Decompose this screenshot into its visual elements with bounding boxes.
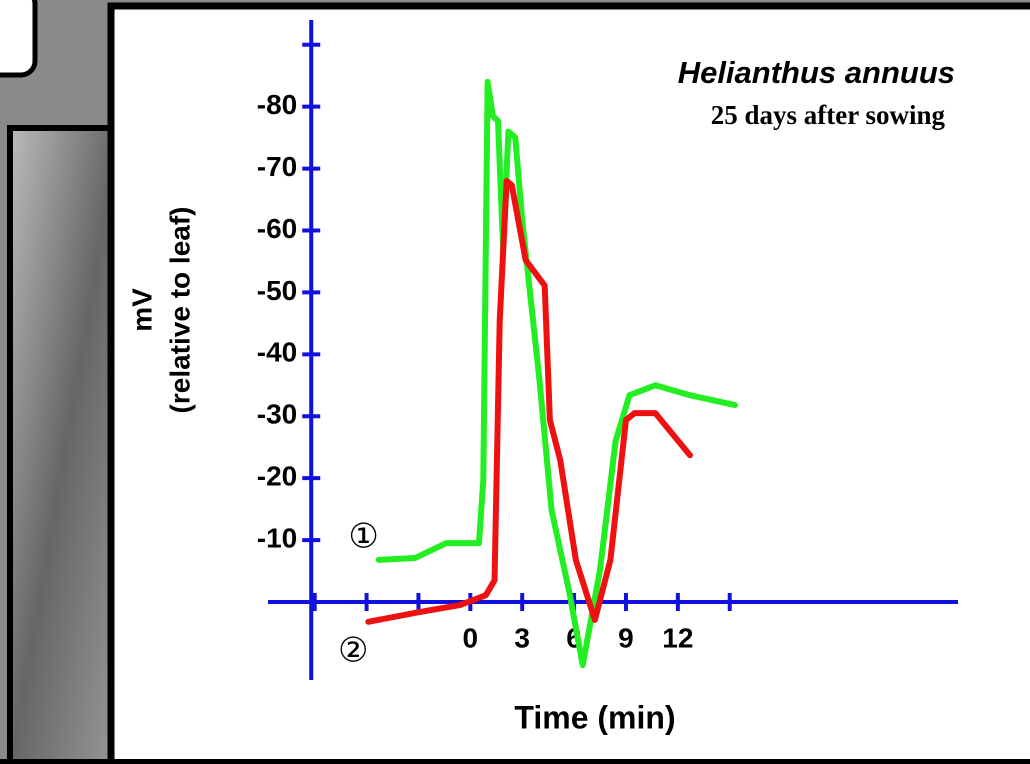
y-label-line: (relative to leaf) [164, 207, 195, 414]
chart-title: Helianthus annuus [678, 55, 955, 90]
series-line [365, 177, 693, 625]
y-tick-label: -30 [257, 399, 297, 430]
series-line [375, 78, 738, 669]
chart-subtitle: 25 days after sowing [711, 100, 946, 130]
x-label: Time (min) [514, 699, 675, 735]
button[interactable] [0, 0, 38, 78]
series-label: ① [348, 516, 378, 556]
y-label-line: mV [126, 288, 157, 332]
x-tick-label: 3 [514, 622, 530, 653]
y-tick-label: -70 [257, 151, 297, 182]
y-tick-label: -60 [257, 213, 297, 244]
y-tick-label: -20 [257, 461, 297, 492]
y-label: mV (relative to leaf) [126, 207, 195, 414]
y-tick-label: -50 [257, 275, 297, 306]
x-tick-label: 9 [618, 622, 634, 653]
y-tick-label: -40 [257, 337, 297, 368]
photo [7, 125, 123, 764]
chart-panel [107, 2, 1030, 764]
series-label: ② [338, 630, 368, 670]
y-tick-label: -80 [257, 89, 297, 120]
x-tick-label: 12 [662, 622, 693, 653]
y-tick-label: -10 [257, 522, 297, 553]
x-tick-label: 0 [463, 622, 479, 653]
